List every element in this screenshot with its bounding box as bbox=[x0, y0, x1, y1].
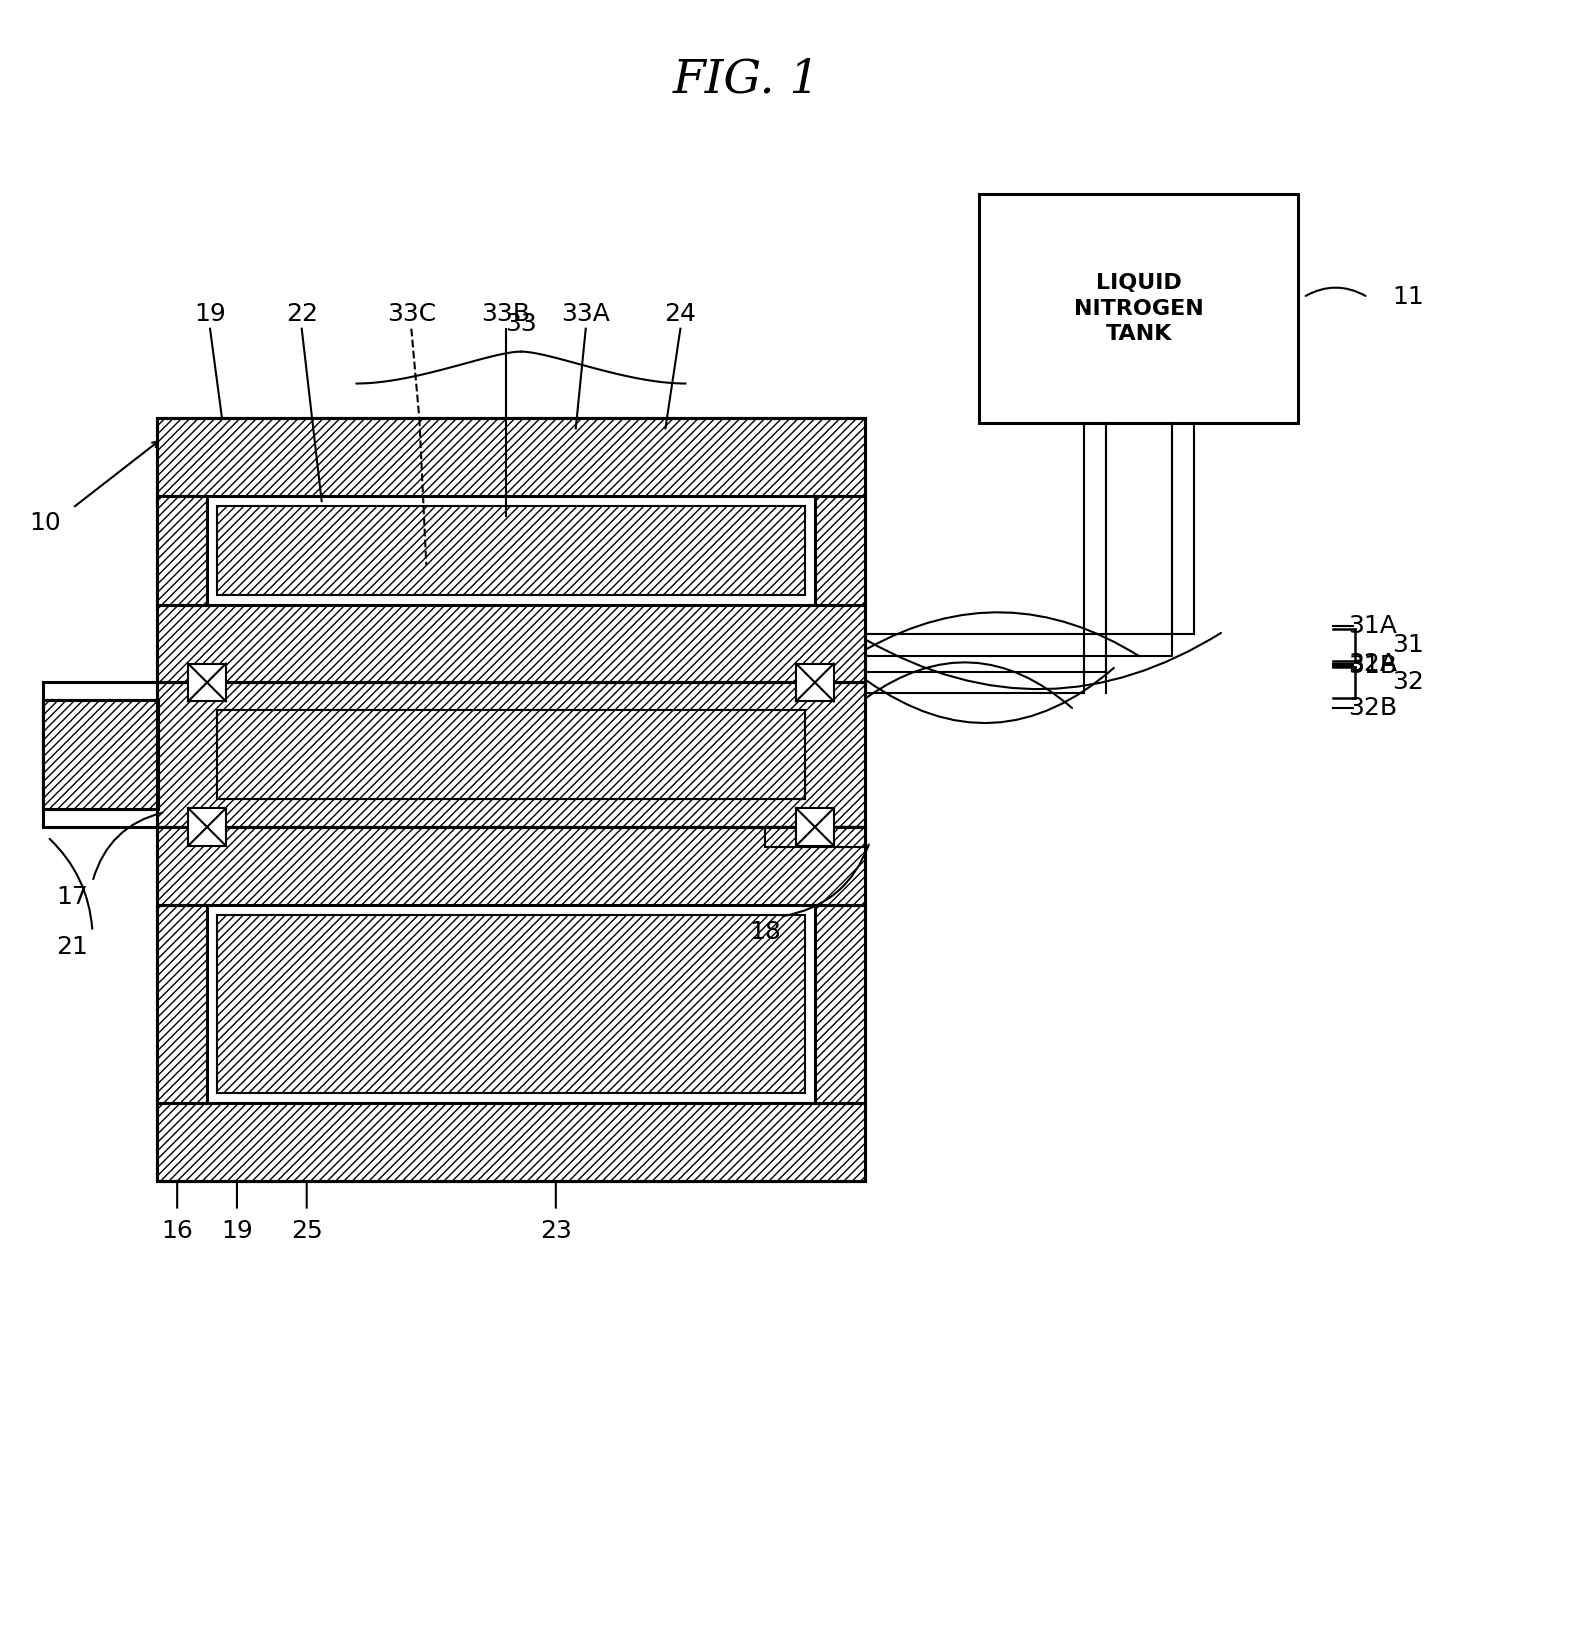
Bar bbox=[979, 194, 1298, 423]
FancyBboxPatch shape bbox=[157, 418, 864, 496]
FancyBboxPatch shape bbox=[157, 827, 864, 904]
Text: 11: 11 bbox=[1392, 286, 1424, 310]
FancyBboxPatch shape bbox=[815, 496, 864, 605]
Text: 19: 19 bbox=[194, 302, 226, 326]
Text: 33A: 33A bbox=[561, 302, 610, 326]
Text: 33B: 33B bbox=[481, 302, 531, 326]
Text: 31B: 31B bbox=[1349, 653, 1397, 677]
Text: 32B: 32B bbox=[1349, 697, 1398, 720]
FancyBboxPatch shape bbox=[218, 914, 806, 1093]
Bar bbox=[157, 827, 864, 1180]
Bar bbox=[43, 700, 159, 809]
Text: 21: 21 bbox=[57, 935, 89, 958]
FancyBboxPatch shape bbox=[43, 700, 157, 809]
Text: 32: 32 bbox=[1392, 671, 1424, 695]
Text: 22: 22 bbox=[286, 302, 318, 326]
Bar bbox=[188, 808, 226, 845]
Text: 16: 16 bbox=[160, 1219, 194, 1242]
Text: 32A: 32A bbox=[1349, 651, 1397, 676]
FancyBboxPatch shape bbox=[157, 1103, 864, 1180]
Text: FIG. 1: FIG. 1 bbox=[674, 57, 822, 103]
Text: 10: 10 bbox=[29, 511, 60, 535]
Bar bbox=[157, 418, 864, 682]
Bar bbox=[796, 808, 834, 845]
Text: 18: 18 bbox=[748, 919, 782, 943]
FancyBboxPatch shape bbox=[157, 904, 207, 1103]
Bar bbox=[764, 827, 864, 847]
FancyBboxPatch shape bbox=[218, 506, 806, 594]
FancyBboxPatch shape bbox=[157, 605, 864, 682]
Bar bbox=[157, 827, 864, 1180]
Bar bbox=[188, 664, 226, 702]
FancyBboxPatch shape bbox=[815, 904, 864, 1103]
Text: 31: 31 bbox=[1392, 633, 1424, 656]
Text: 17: 17 bbox=[57, 885, 89, 909]
FancyBboxPatch shape bbox=[157, 496, 207, 605]
Text: 19: 19 bbox=[221, 1219, 253, 1242]
Bar bbox=[43, 682, 864, 827]
Bar bbox=[218, 710, 806, 800]
Bar bbox=[157, 418, 864, 682]
Text: LIQUID
NITROGEN
TANK: LIQUID NITROGEN TANK bbox=[1074, 273, 1203, 344]
Text: 33: 33 bbox=[505, 312, 537, 336]
Bar bbox=[796, 664, 834, 702]
Text: 24: 24 bbox=[664, 302, 696, 326]
Text: 23: 23 bbox=[540, 1219, 572, 1242]
FancyBboxPatch shape bbox=[218, 710, 806, 800]
Text: 25: 25 bbox=[291, 1219, 323, 1242]
FancyBboxPatch shape bbox=[157, 682, 864, 827]
Text: 31A: 31A bbox=[1349, 614, 1397, 638]
Bar bbox=[157, 682, 864, 827]
Text: 33C: 33C bbox=[386, 302, 435, 326]
Bar bbox=[43, 700, 157, 809]
FancyBboxPatch shape bbox=[764, 827, 864, 847]
